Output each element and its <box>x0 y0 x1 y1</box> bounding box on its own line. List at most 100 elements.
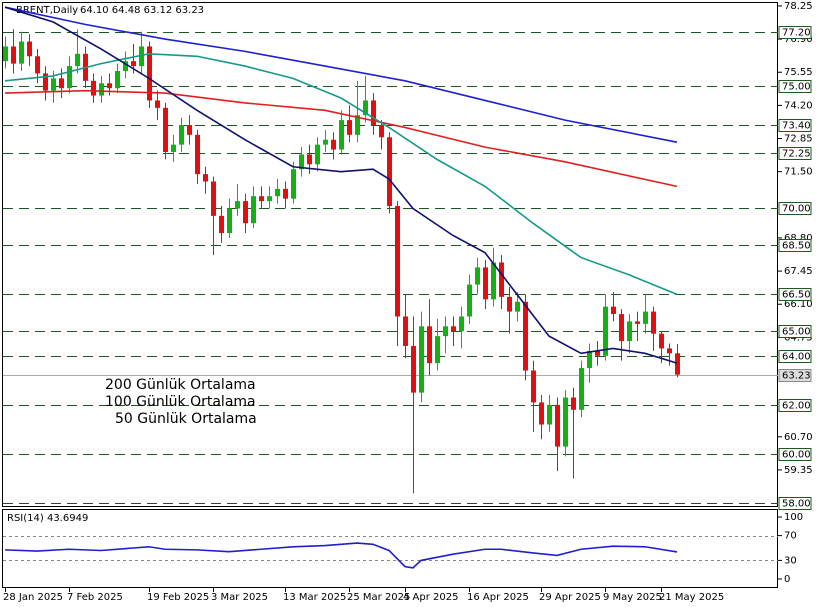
candle-body <box>531 370 536 403</box>
candle-body <box>283 188 288 199</box>
y-tick-label: 67.45 <box>784 266 813 277</box>
candle-body <box>659 333 664 349</box>
moving-average <box>4 6 678 143</box>
level-box <box>778 80 812 93</box>
candle-body <box>27 41 32 57</box>
candle-body <box>611 306 616 315</box>
candle-body <box>243 201 248 224</box>
candle-body <box>483 267 488 300</box>
candle-body <box>587 350 592 369</box>
level-label: 64.00 <box>782 352 811 363</box>
last-price-label: 63.23 <box>782 371 811 382</box>
candle-body <box>507 296 512 312</box>
candle-body <box>563 397 568 447</box>
candle-body <box>307 154 312 165</box>
candle-body <box>187 125 192 135</box>
level-box <box>778 399 812 412</box>
candle-body <box>435 336 440 364</box>
y-tick-label: 66.10 <box>784 299 813 310</box>
candle-body <box>515 301 520 312</box>
level-box <box>778 325 812 338</box>
legend-label: 200 Günlük Ortalama <box>105 377 256 393</box>
x-tick-label: 25 Mar 2025 <box>347 592 410 603</box>
candle-body <box>339 120 344 150</box>
y-tick-label: 71.50 <box>784 167 813 178</box>
legend-label: 50 Günlük Ortalama <box>115 411 257 427</box>
candle-body <box>91 80 96 96</box>
candle-body <box>571 397 576 410</box>
rsi-tick-label: 70 <box>784 531 797 542</box>
candle-body <box>11 46 16 64</box>
x-tick-label: 13 Mar 2025 <box>283 592 346 603</box>
legend-label: 100 Günlük Ortalama <box>105 394 256 410</box>
level-label: 62.00 <box>782 401 811 412</box>
candle-body <box>123 61 128 72</box>
candle-body <box>99 83 104 96</box>
candle-body <box>219 215 224 234</box>
candle-body <box>115 71 120 89</box>
ohlc-label: 64.10 64.48 63.12 63.23 <box>80 5 204 16</box>
candle-body <box>387 137 392 207</box>
level-box <box>778 448 812 461</box>
candle-body <box>523 301 528 371</box>
candle-body <box>475 267 480 285</box>
x-tick-label: 19 Feb 2025 <box>147 592 209 603</box>
candle-body <box>19 41 24 64</box>
candle-body <box>259 196 264 202</box>
candle-body <box>155 100 160 108</box>
candle-body <box>267 196 272 202</box>
y-tick-label: 74.20 <box>784 100 813 111</box>
level-label: 73.40 <box>782 121 811 132</box>
candle-body <box>355 115 360 135</box>
candle-body <box>459 316 464 332</box>
candle-body <box>67 66 72 89</box>
chart-title: BRENT,Daily <box>16 5 78 16</box>
candle-body <box>603 306 608 356</box>
x-tick-label: 21 May 2025 <box>659 592 724 603</box>
candle-body <box>147 46 152 101</box>
candle-body <box>163 107 168 153</box>
y-tick-label: 76.90 <box>784 34 813 45</box>
x-tick-label: 29 Apr 2025 <box>539 592 601 603</box>
level-label: 70.00 <box>782 204 811 215</box>
candle-body <box>667 348 672 354</box>
candle-body <box>347 120 352 135</box>
candle-body <box>403 316 408 346</box>
candle-body <box>107 83 112 89</box>
candle-body <box>635 321 640 324</box>
candle-body <box>227 208 232 234</box>
x-tick-label: 4 Apr 2025 <box>403 592 458 603</box>
y-tick-label: 75.55 <box>784 67 813 78</box>
moving-average <box>4 53 678 296</box>
candle-body <box>379 125 384 138</box>
candle-body <box>651 311 656 334</box>
level-box <box>778 350 812 363</box>
x-tick-label: 7 Feb 2025 <box>67 592 123 603</box>
candle-body <box>547 404 552 425</box>
level-label: 77.20 <box>782 28 811 39</box>
candle-body <box>539 402 544 425</box>
x-tick-label: 3 Mar 2025 <box>211 592 268 603</box>
candle-body <box>395 206 400 317</box>
level-box <box>778 26 812 39</box>
candle-body <box>35 56 40 74</box>
last-price-box <box>778 369 812 382</box>
candle-body <box>643 311 648 324</box>
level-box <box>778 497 812 510</box>
candle-body <box>3 46 8 62</box>
candle-body <box>195 134 200 175</box>
candle-body <box>251 196 256 224</box>
level-label: 72.25 <box>782 149 811 160</box>
y-tick-label: 72.85 <box>784 134 813 145</box>
candle-body <box>627 321 632 342</box>
candle-body <box>467 284 472 317</box>
candle-body <box>491 262 496 300</box>
y-tick-label: 60.70 <box>784 432 813 443</box>
level-label: 66.50 <box>782 290 811 301</box>
moving-average <box>4 89 678 188</box>
level-label: 58.00 <box>782 499 811 510</box>
level-label: 75.00 <box>782 82 811 93</box>
level-box <box>778 147 812 160</box>
